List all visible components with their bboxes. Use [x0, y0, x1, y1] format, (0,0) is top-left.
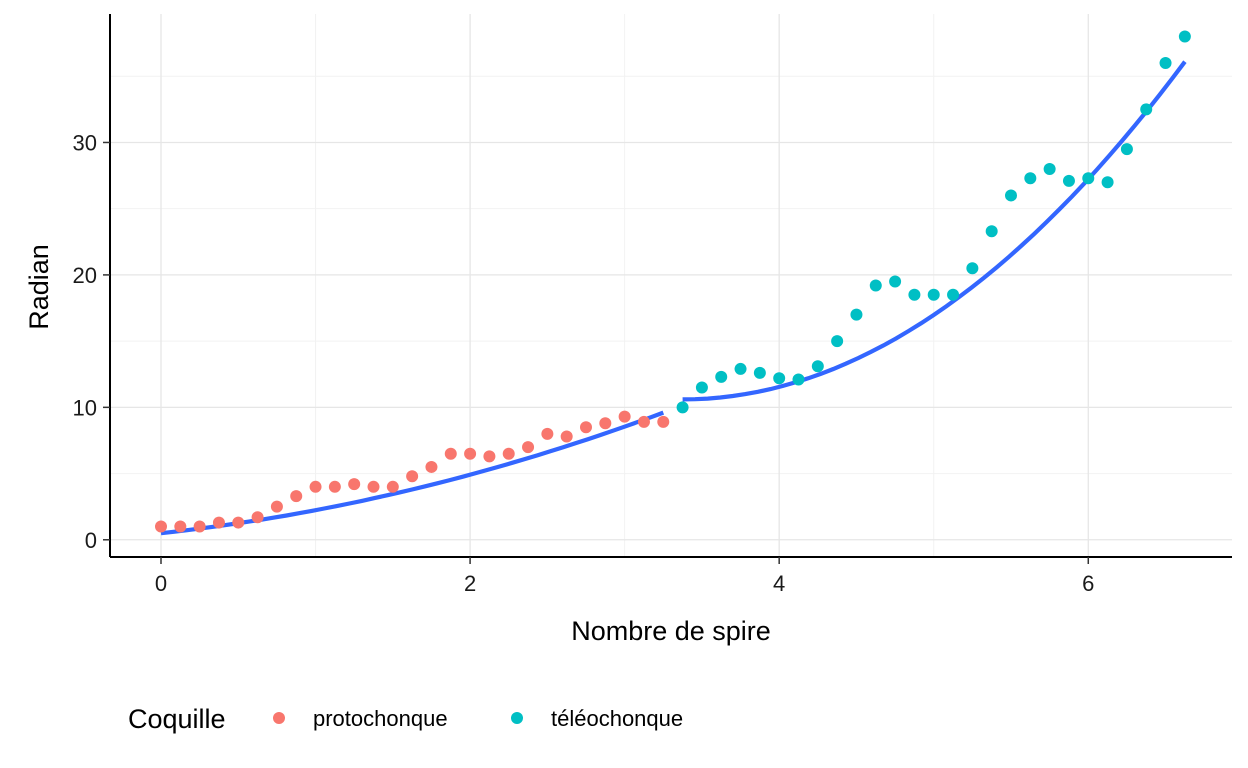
- point-protochonque: [386, 480, 399, 493]
- point-teleochonque: [1120, 143, 1133, 156]
- point-teleochonque: [927, 288, 940, 301]
- point-teleochonque: [850, 308, 863, 321]
- point-teleochonque: [889, 275, 902, 288]
- point-teleochonque: [1159, 57, 1172, 70]
- axes: [109, 14, 1232, 558]
- point-protochonque: [580, 421, 592, 434]
- point-protochonque: [637, 415, 650, 428]
- legend-title: Coquille: [128, 704, 226, 734]
- legend-key-teleochonque: [511, 712, 523, 724]
- point-teleochonque: [734, 362, 747, 375]
- point-protochonque: [444, 447, 457, 460]
- point-teleochonque: [676, 401, 689, 414]
- fit-lines: [160, 60, 1187, 536]
- point-teleochonque: [1140, 103, 1153, 116]
- x-tick-label: 2: [464, 571, 476, 596]
- point-teleochonque: [1005, 189, 1017, 202]
- x-tick-label: 4: [773, 571, 785, 596]
- point-protochonque: [502, 447, 515, 460]
- point-protochonque: [232, 516, 245, 529]
- point-protochonque: [367, 480, 380, 493]
- point-protochonque: [193, 520, 206, 533]
- point-teleochonque: [1043, 162, 1056, 175]
- point-teleochonque: [831, 335, 844, 348]
- point-teleochonque: [753, 366, 766, 379]
- point-teleochonque: [985, 225, 998, 238]
- point-protochonque: [328, 480, 341, 493]
- point-teleochonque: [715, 370, 728, 383]
- point-teleochonque: [1101, 176, 1114, 189]
- y-tick-label: 10: [73, 395, 97, 420]
- grid: [110, 14, 1232, 557]
- x-tick-label: 6: [1082, 571, 1094, 596]
- point-teleochonque: [1082, 172, 1095, 185]
- point-protochonque: [657, 415, 670, 428]
- x-tick-label: 0: [155, 571, 167, 596]
- fit-line-2: [682, 60, 1187, 402]
- point-teleochonque: [966, 262, 979, 275]
- point-protochonque: [251, 511, 264, 524]
- point-protochonque: [560, 430, 573, 443]
- legend-key-protochonque: [273, 712, 285, 724]
- data-points: [155, 30, 1191, 533]
- point-protochonque: [290, 490, 303, 503]
- point-protochonque: [155, 520, 167, 533]
- point-protochonque: [406, 470, 419, 483]
- point-protochonque: [522, 441, 535, 454]
- point-teleochonque: [792, 373, 805, 386]
- x-axis-title: Nombre de spire: [571, 616, 771, 646]
- legend-label-teleochonque: téléochonque: [551, 706, 683, 731]
- point-teleochonque: [695, 381, 708, 394]
- point-teleochonque: [811, 360, 824, 373]
- point-teleochonque: [773, 372, 786, 385]
- point-teleochonque: [869, 279, 882, 292]
- point-protochonque: [599, 417, 612, 430]
- legend: Coquille protochonque téléochonque: [128, 704, 683, 734]
- y-tick-label: 30: [73, 130, 97, 155]
- y-tick-label: 0: [85, 528, 97, 553]
- y-tick-label: 20: [73, 263, 97, 288]
- point-protochonque: [425, 460, 438, 473]
- point-protochonque: [174, 520, 187, 533]
- legend-label-protochonque: protochonque: [313, 706, 448, 731]
- point-protochonque: [483, 450, 496, 463]
- point-protochonque: [309, 480, 322, 493]
- point-teleochonque: [947, 288, 960, 301]
- point-protochonque: [348, 478, 361, 491]
- tick-labels: 0 2 4 6 0 10 20 30: [73, 130, 1095, 596]
- point-protochonque: [212, 516, 225, 529]
- y-axis-title: Radian: [24, 244, 54, 330]
- point-protochonque: [270, 500, 283, 513]
- point-teleochonque: [1062, 174, 1075, 187]
- point-protochonque: [541, 427, 554, 440]
- fit-line-1: [160, 410, 665, 536]
- point-teleochonque: [1178, 30, 1191, 43]
- point-teleochonque: [908, 288, 921, 301]
- point-teleochonque: [1024, 172, 1037, 185]
- point-protochonque: [618, 410, 631, 423]
- point-protochonque: [464, 447, 477, 460]
